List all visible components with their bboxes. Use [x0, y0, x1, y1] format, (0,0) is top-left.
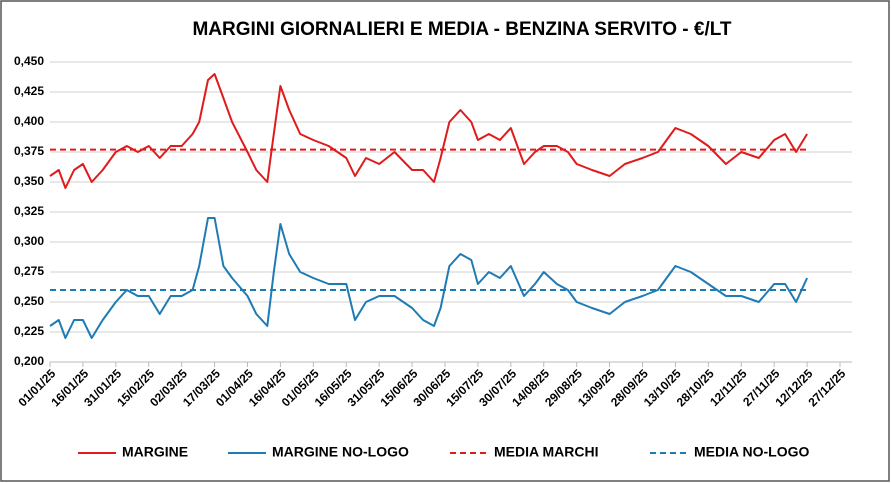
legend-label: MARGINE NO-LOGO	[272, 444, 409, 460]
y-tick-label: 0,400	[14, 114, 44, 128]
chart-title: MARGINI GIORNALIERI E MEDIA - BENZINA SE…	[192, 19, 731, 40]
y-tick-label: 0,375	[14, 144, 44, 158]
y-tick-label: 0,350	[14, 174, 44, 188]
y-tick-label: 0,300	[14, 234, 44, 248]
y-tick-label: 0,200	[14, 354, 44, 368]
series-line	[49, 73, 808, 189]
legend-label: MEDIA MARCHI	[494, 444, 598, 460]
y-tick-label: 0,275	[14, 264, 44, 278]
y-tick-label: 0,425	[14, 84, 44, 98]
y-tick-label: 0,250	[14, 294, 44, 308]
y-tick-label: 0,225	[14, 324, 44, 338]
legend-label: MEDIA NO-LOGO	[694, 444, 809, 460]
y-tick-label: 0,325	[14, 204, 44, 218]
legend-label: MARGINE	[122, 444, 188, 460]
y-tick-label: 0,450	[14, 54, 44, 68]
series-line	[49, 217, 809, 339]
